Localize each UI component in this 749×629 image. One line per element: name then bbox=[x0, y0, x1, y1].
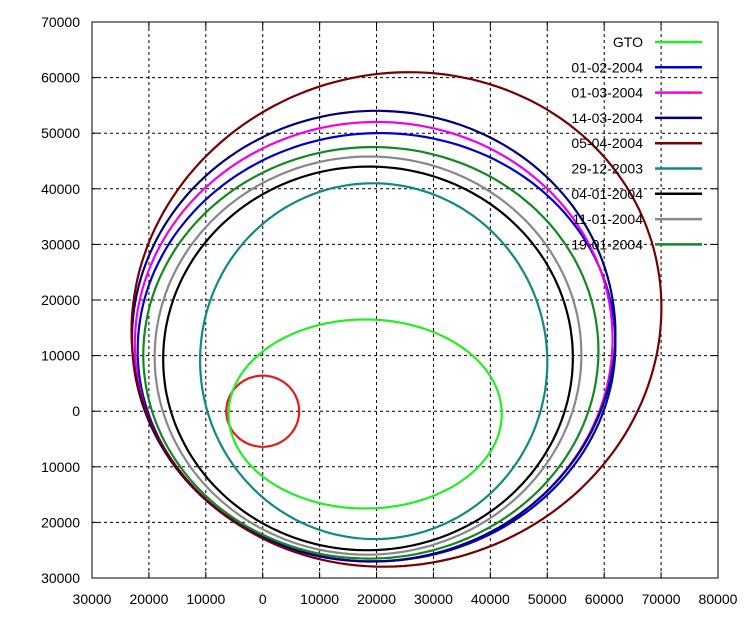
y-tick-label: 50000 bbox=[41, 125, 80, 141]
y-tick-label: 20000 bbox=[41, 514, 80, 530]
x-tick-label: 70000 bbox=[642, 591, 681, 607]
y-tick-label: 70000 bbox=[41, 14, 80, 30]
x-tick-label: 10000 bbox=[186, 591, 225, 607]
legend-label: 05-04-2004 bbox=[571, 135, 643, 151]
y-tick-label: 60000 bbox=[41, 70, 80, 86]
x-tick-label: 30000 bbox=[414, 591, 453, 607]
y-tick-label: 0 bbox=[72, 403, 80, 419]
legend-label: 01-03-2004 bbox=[571, 85, 643, 101]
y-tick-label: 30000 bbox=[41, 236, 80, 252]
x-tick-label: 40000 bbox=[471, 591, 510, 607]
grid bbox=[92, 22, 718, 578]
legend: GTO 01-02-2004 01-03-2004 14-03-2004 05-04-2… bbox=[571, 34, 702, 252]
earth-circle bbox=[225, 374, 301, 448]
x-tick-label: 20000 bbox=[357, 591, 396, 607]
axis-ticks: 30000 20000 10000 0 10000 20000 30000 40000 5000… bbox=[41, 14, 738, 607]
x-tick-label: 80000 bbox=[699, 591, 738, 607]
y-tick-label: 20000 bbox=[41, 292, 80, 308]
series-line bbox=[153, 155, 583, 556]
x-tick-label: 10000 bbox=[300, 591, 339, 607]
y-tick-label: 30000 bbox=[41, 570, 80, 586]
legend-label: 14-03-2004 bbox=[571, 110, 643, 126]
series-line bbox=[130, 71, 663, 568]
series-line bbox=[142, 145, 600, 560]
y-tick-label: 10000 bbox=[41, 459, 80, 475]
legend-label: 29-12-2003 bbox=[571, 161, 643, 177]
legend-label: 01-02-2004 bbox=[571, 59, 643, 75]
x-tick-label: 0 bbox=[259, 591, 267, 607]
legend-label: 11-01-2004 bbox=[572, 211, 643, 227]
y-tick-label: 10000 bbox=[41, 348, 80, 364]
x-tick-label: 50000 bbox=[528, 591, 567, 607]
y-tick-label: 40000 bbox=[41, 181, 80, 197]
legend-label: 19-01-2004 bbox=[571, 236, 643, 252]
series-line bbox=[162, 165, 574, 552]
series-line bbox=[136, 132, 617, 563]
series-line bbox=[227, 318, 503, 510]
legend-label: 04-01-2004 bbox=[571, 186, 643, 202]
x-tick-label: 30000 bbox=[73, 591, 112, 607]
series-line bbox=[199, 182, 549, 541]
series-layer bbox=[130, 71, 663, 568]
legend-label: GTO bbox=[613, 34, 643, 50]
x-tick-label: 20000 bbox=[129, 591, 168, 607]
x-tick-label: 60000 bbox=[585, 591, 624, 607]
